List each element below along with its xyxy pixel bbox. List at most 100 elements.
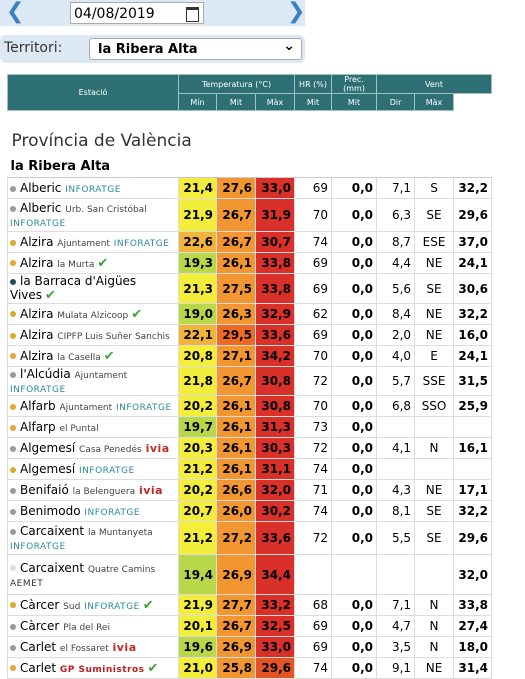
page: ❮ 04/08/2019 ❯ Territori: la Ribera Alta… bbox=[0, 0, 525, 665]
date-bar: ❮ 04/08/2019 ❯ bbox=[0, 0, 305, 26]
value-cell: 32,2 bbox=[453, 500, 493, 522]
value-cell: 31,4 bbox=[453, 657, 493, 679]
next-day[interactable]: ❯ bbox=[287, 0, 306, 24]
value-cell: 26,7 bbox=[216, 366, 256, 396]
value-cell: NE bbox=[414, 657, 455, 679]
value-cell: 21,9 bbox=[178, 198, 217, 232]
value-cell: NE bbox=[414, 479, 455, 501]
value-cell: 0,0 bbox=[331, 500, 378, 522]
station-name: Alzira bbox=[20, 348, 54, 363]
value-cell: 74 bbox=[294, 458, 333, 480]
column-subheader: Dir bbox=[376, 93, 416, 111]
station-name: Càrcer bbox=[20, 597, 60, 612]
source-tag: INFORATGE bbox=[115, 403, 172, 413]
value-cell: 20,2 bbox=[178, 395, 217, 417]
station-detail: la Casella bbox=[57, 352, 101, 363]
station-name: Carcaixent bbox=[20, 560, 85, 575]
station-cell: Alzira Ajuntament INFORATGE bbox=[7, 231, 179, 253]
value-cell: N bbox=[414, 437, 455, 459]
station-name: Algemesí bbox=[20, 441, 76, 455]
value-cell: 26,1 bbox=[216, 395, 256, 417]
station-cell: Càrcer Pla del Rei bbox=[7, 615, 179, 637]
value-cell: SSE bbox=[414, 366, 455, 396]
validated-check: ✔ bbox=[97, 255, 109, 271]
prev-day[interactable]: ❮ bbox=[6, 0, 25, 24]
value-cell: 19,4 bbox=[178, 554, 217, 595]
value-cell: 34,4 bbox=[254, 554, 296, 595]
station-name: Carcaixent bbox=[20, 524, 85, 538]
value-cell: 18,0 bbox=[453, 636, 493, 658]
date-input[interactable]: 04/08/2019 bbox=[70, 2, 204, 24]
value-cell bbox=[414, 416, 455, 438]
status-dot bbox=[10, 424, 16, 431]
value-cell: 69 bbox=[294, 252, 333, 274]
status-dot bbox=[10, 487, 16, 494]
value-cell: 22,6 bbox=[178, 231, 217, 253]
value-cell: 32,2 bbox=[453, 303, 493, 325]
value-cell: 20,3 bbox=[178, 437, 217, 459]
value-cell: 32,9 bbox=[254, 303, 296, 325]
status-dot bbox=[10, 332, 16, 339]
station-row: Alberic INFORATGE 21,4 27,6 33,0 69 0,0 7,1 S 32… bbox=[7, 177, 493, 199]
station-cell: Algemesí INFORATGE bbox=[7, 458, 179, 480]
station-row: Benimodo INFORATGE 20,7 26,0 30,2 74 0,0 8,1 SE… bbox=[7, 500, 493, 522]
validated-check: ✔ bbox=[131, 306, 143, 322]
value-cell: 0,0 bbox=[331, 324, 378, 346]
value-cell: 0,0 bbox=[331, 615, 378, 637]
source-tag: INFORATGE bbox=[10, 385, 66, 395]
status-dot bbox=[10, 466, 16, 473]
station-detail: el Fossaret bbox=[59, 644, 109, 654]
value-cell: 8,7 bbox=[376, 231, 416, 253]
value-cell: 26,1 bbox=[216, 437, 256, 459]
date: 04/08/2019 bbox=[74, 6, 155, 22]
value-cell: 26,7 bbox=[216, 615, 256, 637]
station-name: Alzira bbox=[20, 255, 54, 270]
status-dot bbox=[10, 205, 16, 212]
value-cell: 33,8 bbox=[254, 273, 296, 304]
station-cell: l'Alcúdia Ajuntament INFORATGE bbox=[7, 366, 179, 396]
station-cell: la Barraca d'Aigües Vives ✔ bbox=[7, 273, 179, 304]
value-cell: 69 bbox=[294, 636, 333, 658]
station-detail: Ajuntament bbox=[59, 403, 113, 413]
value-cell: 0,0 bbox=[331, 177, 378, 199]
value-cell: 9,1 bbox=[376, 657, 416, 679]
column-subheader: Mit bbox=[216, 93, 256, 111]
value-cell: 69 bbox=[294, 324, 333, 346]
value-cell: 30,8 bbox=[254, 366, 296, 396]
station-cell: Alberic INFORATGE bbox=[7, 177, 179, 199]
station-row: Alfarb Ajuntament INFORATGE 20,2 26,1 30,8 7… bbox=[7, 395, 493, 417]
value-cell: 8,4 bbox=[376, 303, 416, 325]
column-header: Estació bbox=[7, 74, 179, 111]
value-cell bbox=[376, 554, 416, 595]
value-cell: 0,0 bbox=[331, 345, 378, 367]
value-cell: 31,5 bbox=[453, 366, 493, 396]
column-header: HR (%) bbox=[294, 74, 333, 94]
value-cell: 8,1 bbox=[376, 500, 416, 522]
value-cell: 69 bbox=[294, 273, 333, 304]
value-cell: 68 bbox=[294, 594, 333, 616]
station-name: Alzira bbox=[20, 328, 54, 342]
value-cell: 26,9 bbox=[216, 636, 256, 658]
source-tag: INFORATGE bbox=[79, 466, 135, 476]
source-tag: GP Suministros bbox=[59, 664, 145, 675]
station-cell: Carlet el Fossaret ivia bbox=[7, 636, 179, 658]
calendar-icon[interactable] bbox=[186, 7, 199, 22]
value-cell: 20,7 bbox=[178, 500, 217, 522]
value-cell: 62 bbox=[294, 303, 333, 325]
validated-check: ✔ bbox=[142, 597, 154, 613]
value-cell: ESE bbox=[414, 231, 455, 253]
value-cell: 27,2 bbox=[216, 521, 256, 555]
station-row: Algemesí INFORATGE 21,2 26,1 31,1 74 0,0 bbox=[7, 458, 493, 480]
value-cell: 32,2 bbox=[453, 177, 493, 199]
value-cell: 16,1 bbox=[453, 437, 493, 459]
value-cell: 73 bbox=[294, 416, 333, 438]
value-cell: 0,0 bbox=[331, 198, 378, 232]
station-cell: Benifaió la Belenguera ivia bbox=[7, 479, 179, 501]
value-cell: 0,0 bbox=[331, 458, 378, 480]
value-cell: SE bbox=[414, 500, 455, 522]
source-tag: INFORATGE bbox=[84, 601, 140, 612]
territory-select[interactable]: la Ribera Alta bbox=[89, 35, 302, 60]
value-cell: 30,8 bbox=[254, 395, 296, 417]
value-cell: 27,7 bbox=[216, 594, 256, 616]
station-cell: Benimodo INFORATGE bbox=[7, 500, 179, 522]
